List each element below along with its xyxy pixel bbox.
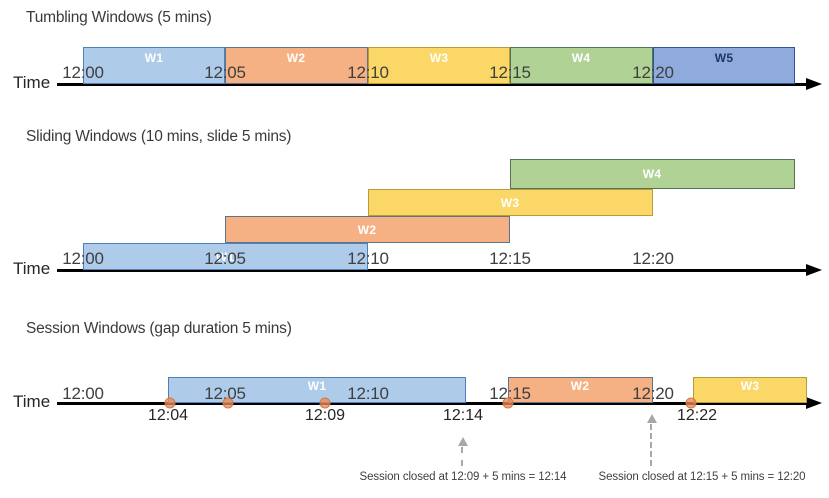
event-dot <box>222 397 234 409</box>
session-closed-annotation-2: Session closed at 12:15 + 5 mins = 12:20 <box>598 471 806 483</box>
sliding-tick-1220: 12:20 <box>632 249 674 268</box>
session-window-w2 <box>508 377 653 403</box>
tumbling-window-w4 <box>510 47 653 84</box>
dashed-arrow-up-icon <box>647 414 657 423</box>
sliding-section-title: Sliding Windows (10 mins, slide 5 mins) <box>26 128 292 145</box>
session-tick-1200: 12:00 <box>62 384 104 403</box>
tumbling-window-w3-label: W3 <box>429 51 449 65</box>
tumbling-timeline-arrow-icon <box>806 78 822 90</box>
sliding-timeline <box>57 269 807 272</box>
session-window-w1-label: W1 <box>307 379 327 393</box>
sliding-timeline-arrow-icon <box>806 264 822 276</box>
session-section-title: Session Windows (gap duration 5 mins) <box>26 320 292 337</box>
event-label-1204: 12:04 <box>147 407 189 424</box>
session-tick-1205: 12:05 <box>204 384 246 403</box>
sliding-window-w2 <box>225 216 510 243</box>
sliding-window-w1 <box>83 243 368 270</box>
sliding-window-w3-label: W3 <box>500 196 520 210</box>
event-label-1222: 12:22 <box>676 407 718 424</box>
session-timeline-arrow-icon <box>806 397 822 409</box>
tumbling-timeline <box>57 83 807 86</box>
sliding-window-w2-label: W2 <box>357 223 377 237</box>
sliding-window-w4 <box>510 159 795 189</box>
session-window-w2-label: W2 <box>570 379 590 393</box>
session-window-w3-label: W3 <box>740 379 760 393</box>
tumbling-window-w4-label: W4 <box>571 51 591 65</box>
tumbling-tick-1200: 12:00 <box>62 63 104 82</box>
session-tick-1220: 12:20 <box>632 384 674 403</box>
tumbling-time-axis-label: Time <box>13 73 51 92</box>
tumbling-section-title: Tumbling Windows (5 mins) <box>26 9 212 26</box>
tumbling-tick-1215: 12:15 <box>489 63 531 82</box>
sliding-tick-1200: 12:00 <box>62 249 104 268</box>
session-window-w3 <box>693 377 807 403</box>
tumbling-window-w3 <box>368 47 510 84</box>
session-closed-annotation-1: Session closed at 12:09 + 5 mins = 12:14 <box>359 471 567 483</box>
sliding-window-w1-label: W1 <box>215 250 235 264</box>
dashed-arrow-up-icon <box>458 437 468 446</box>
tumbling-window-w5 <box>653 47 795 84</box>
sliding-time-axis-label: Time <box>13 259 51 278</box>
session-timeline <box>57 402 807 405</box>
sliding-tick-1215: 12:15 <box>489 249 531 268</box>
event-label-1214: 12:14 <box>442 407 484 424</box>
sliding-tick-1210: 12:10 <box>347 249 389 268</box>
dashed-arrow-line <box>650 424 652 466</box>
tumbling-tick-1210: 12:10 <box>347 63 389 82</box>
tumbling-tick-1220: 12:20 <box>632 63 674 82</box>
tumbling-window-w2 <box>225 47 368 84</box>
session-tick-1210: 12:10 <box>347 384 389 403</box>
tumbling-window-w1-label: W1 <box>144 51 164 65</box>
event-dot <box>319 397 331 409</box>
sliding-tick-1205: 12:05 <box>204 249 246 268</box>
event-dot <box>685 397 697 409</box>
event-dot <box>164 397 176 409</box>
dashed-arrow-line <box>461 447 463 466</box>
session-tick-1215: 12:15 <box>489 384 531 403</box>
sliding-window-w3 <box>368 189 653 216</box>
tumbling-window-w2-label: W2 <box>286 51 306 65</box>
tumbling-window-w5-label: W5 <box>714 51 734 65</box>
session-time-axis-label: Time <box>13 392 51 411</box>
tumbling-window-w1 <box>83 47 225 84</box>
session-window-w1 <box>168 377 466 403</box>
event-dot <box>502 397 514 409</box>
event-label-1209: 12:09 <box>304 407 346 424</box>
sliding-window-w4-label: W4 <box>642 167 662 181</box>
tumbling-tick-1205: 12:05 <box>204 63 246 82</box>
